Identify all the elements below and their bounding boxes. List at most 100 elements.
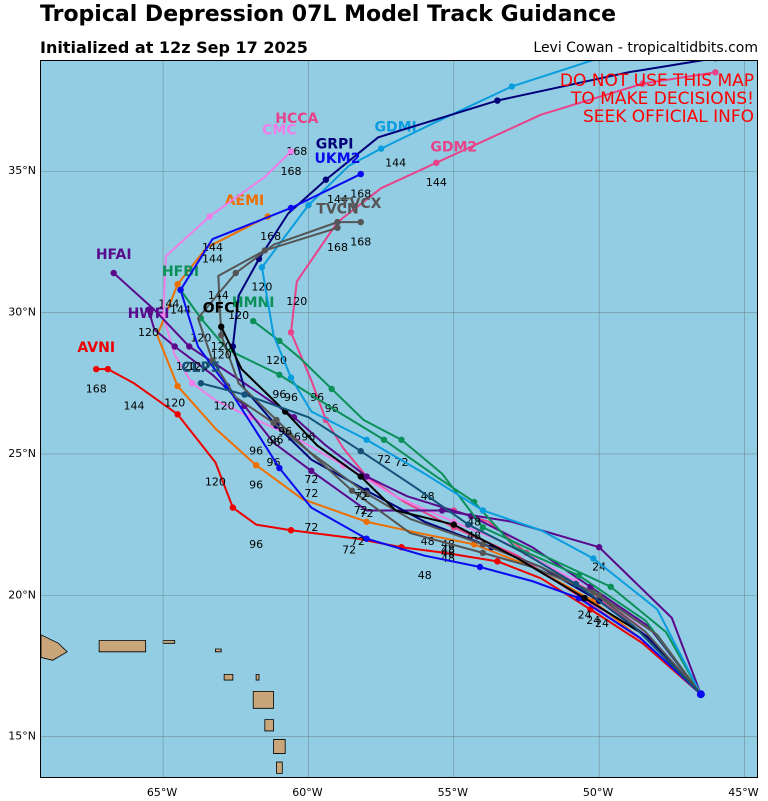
init-time-subtitle: Initialized at 12z Sep 17 2025 bbox=[40, 38, 308, 57]
island-landmass bbox=[215, 648, 222, 653]
track-point bbox=[639, 80, 646, 87]
track-point bbox=[241, 391, 248, 398]
model-name-label: AVNI bbox=[77, 340, 115, 356]
lat-tick-label: 35°N bbox=[8, 164, 36, 177]
track-point bbox=[438, 507, 446, 514]
forecast-hour-label: 168 bbox=[86, 382, 107, 395]
warning-line: DO NOT USE THIS MAP bbox=[559, 71, 754, 91]
forecast-hour-label: 96 bbox=[301, 430, 315, 443]
track-point bbox=[250, 317, 257, 325]
model-name-label: CMC bbox=[262, 122, 296, 138]
track-point bbox=[607, 583, 614, 590]
model-name-label: AEMI bbox=[225, 193, 265, 209]
track-point bbox=[575, 572, 582, 579]
track-point bbox=[479, 549, 487, 557]
track-line bbox=[179, 173, 702, 695]
track-point bbox=[171, 343, 178, 350]
track-point bbox=[232, 269, 239, 277]
track-point bbox=[305, 201, 312, 209]
track-point bbox=[145, 306, 152, 313]
forecast-hour-label: 96 bbox=[249, 479, 263, 492]
model-name-label: HCCA bbox=[275, 111, 318, 127]
track-point bbox=[363, 518, 370, 525]
forecast-hour-label: 24 bbox=[595, 617, 609, 630]
track-point bbox=[334, 218, 341, 226]
track-point bbox=[398, 436, 405, 443]
track-ukm2: 48 72 96 120 144 168 UKM2 bbox=[177, 151, 705, 698]
map-panel: 24 48 72 96 120 144 168 AVNI 24 48 72 96 120 144 168 AE… bbox=[40, 60, 758, 778]
track-point bbox=[206, 213, 213, 220]
model-name-label: TVCN bbox=[316, 202, 358, 218]
track-line bbox=[179, 289, 702, 695]
lat-tick-label: 20°N bbox=[8, 588, 36, 601]
track-point bbox=[110, 269, 117, 277]
track-point bbox=[712, 69, 719, 76]
island-landmass bbox=[255, 674, 260, 681]
track-point bbox=[572, 580, 580, 588]
model-name-label: CLP5 bbox=[181, 360, 220, 376]
track-map: 24 48 72 96 120 144 168 AVNI 24 48 72 96 120 144 168 AE… bbox=[41, 61, 757, 777]
track-point bbox=[177, 286, 184, 294]
track-point bbox=[287, 374, 295, 381]
forecast-hour-label: 168 bbox=[327, 241, 348, 254]
model-name-label: UKM2 bbox=[315, 151, 361, 167]
model-name-label: GDM2 bbox=[430, 139, 477, 155]
track-point bbox=[508, 83, 516, 90]
track-point bbox=[287, 527, 295, 534]
forecast-hour-label: 144 bbox=[202, 241, 223, 254]
track-point bbox=[433, 159, 440, 166]
track-hwfi: 24 72 96 120 HWFI bbox=[128, 306, 705, 698]
track-point bbox=[357, 447, 364, 455]
track-line bbox=[220, 326, 702, 695]
track-point bbox=[479, 524, 487, 531]
track-point bbox=[308, 467, 315, 475]
track-point bbox=[287, 148, 295, 155]
track-point bbox=[218, 323, 225, 330]
forecast-hour-label: 48 bbox=[441, 544, 455, 557]
track-point bbox=[494, 97, 501, 104]
track-hmni: 72 96 120 HMNI bbox=[232, 295, 705, 698]
forecast-hour-label: 120 bbox=[211, 340, 232, 353]
track-point bbox=[174, 411, 181, 418]
track-point bbox=[174, 382, 181, 390]
forecast-hour-label: 144 bbox=[327, 193, 348, 206]
forecast-hour-label: 72 bbox=[304, 487, 318, 500]
forecast-hour-label: 96 bbox=[267, 436, 281, 449]
model-name-label: GDMI bbox=[375, 120, 417, 136]
track-line bbox=[200, 382, 702, 695]
forecast-hour-label: 168 bbox=[280, 165, 301, 178]
model-name-label: HFBI bbox=[162, 264, 199, 280]
track-point bbox=[328, 385, 335, 393]
forecast-hour-label: 72 bbox=[342, 544, 356, 557]
track-point bbox=[380, 436, 388, 443]
track-point bbox=[322, 176, 330, 183]
forecast-hour-label: 120 bbox=[205, 476, 226, 489]
lon-tick-label: 45°W bbox=[728, 786, 758, 799]
model-name-label: GRPI bbox=[316, 137, 354, 153]
island-landmass bbox=[41, 634, 68, 661]
forecast-hour-label: 24 bbox=[592, 561, 606, 574]
track-point bbox=[357, 473, 364, 480]
forecast-hour-label: 96 bbox=[272, 388, 286, 401]
track-point bbox=[93, 365, 100, 373]
forecast-hour-label: 48 bbox=[418, 569, 432, 582]
track-point bbox=[174, 281, 181, 288]
track-point bbox=[450, 521, 457, 528]
track-point bbox=[104, 365, 112, 373]
track-point bbox=[276, 464, 283, 472]
lon-tick-label: 60°W bbox=[292, 786, 322, 799]
forecast-hour-label: 168 bbox=[350, 235, 371, 248]
island-landmass bbox=[252, 690, 274, 709]
forecast-hour-label: 144 bbox=[124, 399, 145, 412]
track-point bbox=[479, 507, 487, 514]
warning-line: TO MAKE DECISIONS! bbox=[571, 89, 754, 109]
forecast-hour-label: 120 bbox=[138, 326, 159, 339]
forecast-hour-label: 24 bbox=[578, 609, 592, 622]
track-point bbox=[357, 218, 364, 226]
island-landmass bbox=[273, 739, 286, 754]
author-credit: Levi Cowan - tropicaltidbits.com bbox=[533, 40, 758, 56]
track-point bbox=[595, 544, 603, 551]
track-point bbox=[218, 331, 225, 339]
track-point bbox=[276, 371, 283, 378]
track-point bbox=[276, 337, 283, 345]
